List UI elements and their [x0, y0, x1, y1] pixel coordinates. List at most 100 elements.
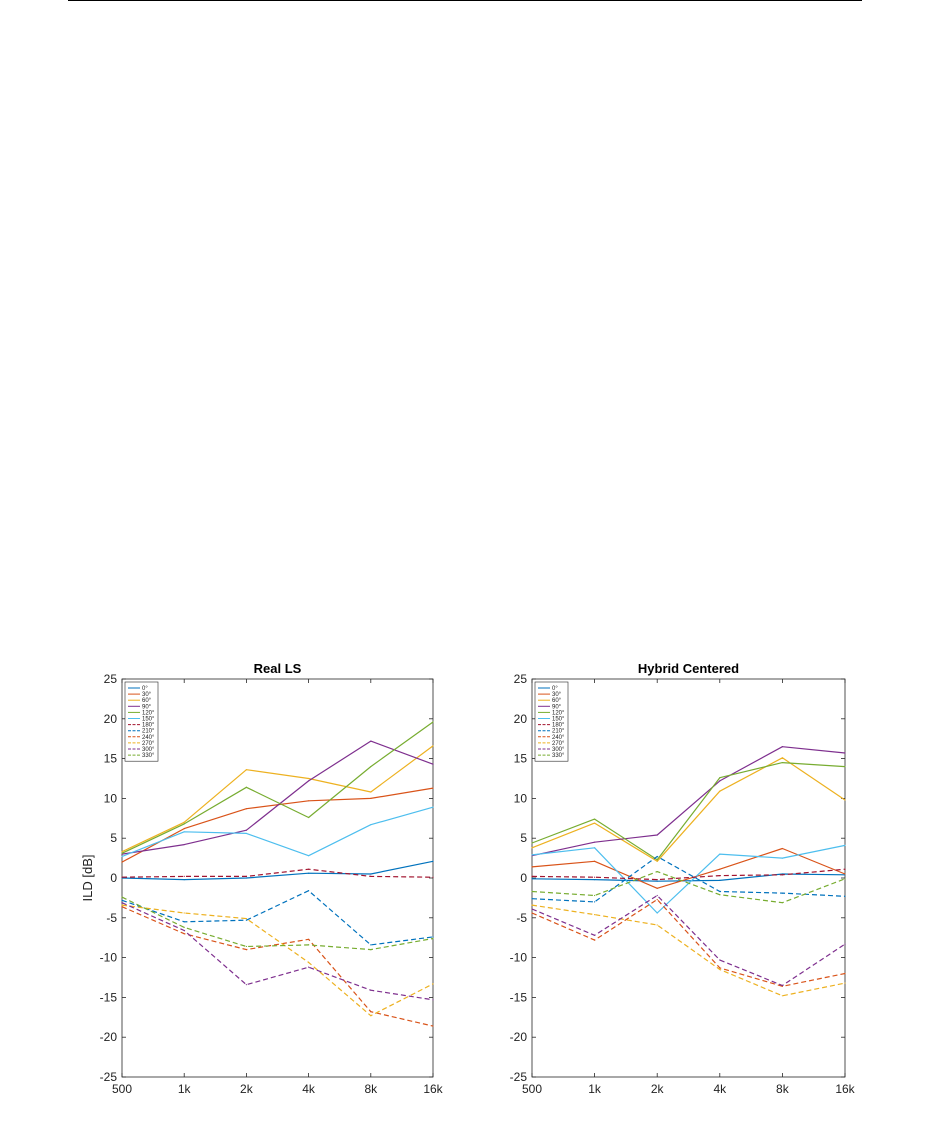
data-point: [432, 806, 434, 808]
data-point: [432, 937, 434, 940]
data-point: [594, 901, 596, 903]
series-line-10: [121, 902, 434, 1001]
data-point: [370, 1011, 372, 1013]
y-tick-label: -25: [100, 1070, 118, 1084]
data-point: [844, 873, 846, 875]
series-line-1: [121, 787, 434, 863]
data-point: [656, 860, 658, 862]
data-point: [656, 924, 658, 926]
legend-label: 240°: [552, 735, 565, 741]
data-point: [781, 984, 784, 987]
legend-label: 180°: [552, 723, 565, 729]
data-point: [656, 871, 658, 873]
data-point: [432, 860, 434, 862]
x-tick-label: 8k: [776, 1082, 790, 1096]
data-point: [121, 899, 123, 901]
legend-label: 270°: [552, 741, 565, 747]
chart-title: Real LS: [254, 661, 302, 676]
data-point: [594, 878, 596, 881]
legend-label: 120°: [552, 710, 565, 716]
data-point: [781, 857, 784, 859]
series-line-9: [121, 904, 434, 1017]
data-point: [656, 859, 658, 861]
legend-label: 90°: [142, 704, 152, 710]
data-point: [844, 878, 846, 880]
legend-label: 180°: [142, 723, 155, 729]
data-point: [432, 763, 434, 765]
data-point: [719, 777, 721, 779]
data-point: [432, 936, 434, 938]
data-point: [308, 872, 310, 874]
data-point: [531, 875, 533, 878]
data-point: [183, 912, 185, 914]
data-point: [308, 816, 310, 819]
y-tick-label: 20: [514, 712, 528, 726]
legend-label: 90°: [552, 704, 562, 710]
data-point: [844, 844, 846, 846]
data-point: [594, 818, 596, 820]
data-point: [121, 904, 123, 906]
data-point: [844, 799, 846, 801]
series-line-8: [531, 898, 846, 987]
legend-label: 210°: [552, 729, 565, 735]
series-line-3: [531, 746, 846, 857]
data-point: [844, 752, 846, 754]
series-line-2: [531, 757, 846, 862]
data-point: [245, 919, 247, 921]
legend-label: 300°: [552, 747, 565, 753]
legend-label: 0°: [142, 686, 148, 692]
data-point: [656, 880, 658, 882]
data-point: [245, 917, 247, 920]
legend-label: 150°: [142, 717, 155, 723]
x-tick-label: 2k: [240, 1082, 254, 1096]
data-point: [781, 847, 784, 850]
data-point: [656, 855, 658, 858]
legend-label: 210°: [142, 729, 155, 735]
series-line-7: [531, 855, 846, 903]
data-point: [719, 967, 721, 969]
data-point: [594, 939, 596, 941]
data-point: [844, 982, 846, 984]
data-point: [370, 875, 372, 878]
y-tick-label: 0: [110, 871, 117, 885]
series-line-9: [531, 904, 846, 997]
legend-label: 330°: [142, 753, 155, 759]
data-point: [594, 841, 596, 843]
data-point: [656, 894, 658, 897]
data-point: [121, 902, 123, 904]
data-point: [370, 740, 372, 742]
legend-label: 330°: [552, 753, 565, 759]
series-line-2: [121, 745, 434, 853]
data-point: [308, 961, 310, 963]
series-line-5: [121, 806, 434, 858]
data-point: [370, 949, 372, 951]
data-point: [308, 855, 310, 857]
y-tick-label: -5: [516, 911, 527, 925]
x-tick-label: 1k: [588, 1082, 602, 1096]
series-line-1: [531, 847, 846, 889]
data-point: [844, 765, 846, 768]
y-tick-label: 15: [104, 752, 118, 766]
chart-title: Hybrid Centered: [638, 661, 739, 676]
data-point: [594, 860, 596, 862]
data-point: [308, 944, 310, 946]
series-line-0: [121, 860, 434, 881]
data-point: [781, 995, 784, 997]
x-tick-label: 16k: [423, 1082, 443, 1096]
plot-area-frame: [121, 678, 434, 1078]
y-tick-label: 20: [104, 712, 118, 726]
data-point: [183, 828, 185, 830]
x-tick-label: 4k: [713, 1082, 727, 1096]
data-point: [656, 878, 658, 881]
data-point: [121, 906, 123, 908]
data-point: [245, 984, 247, 986]
data-point: [183, 878, 185, 881]
data-point: [370, 989, 372, 991]
data-point: [719, 853, 721, 855]
data-point: [531, 890, 533, 893]
data-point: [245, 949, 247, 951]
data-point: [308, 780, 310, 782]
data-point: [245, 945, 247, 948]
data-point: [183, 875, 185, 878]
